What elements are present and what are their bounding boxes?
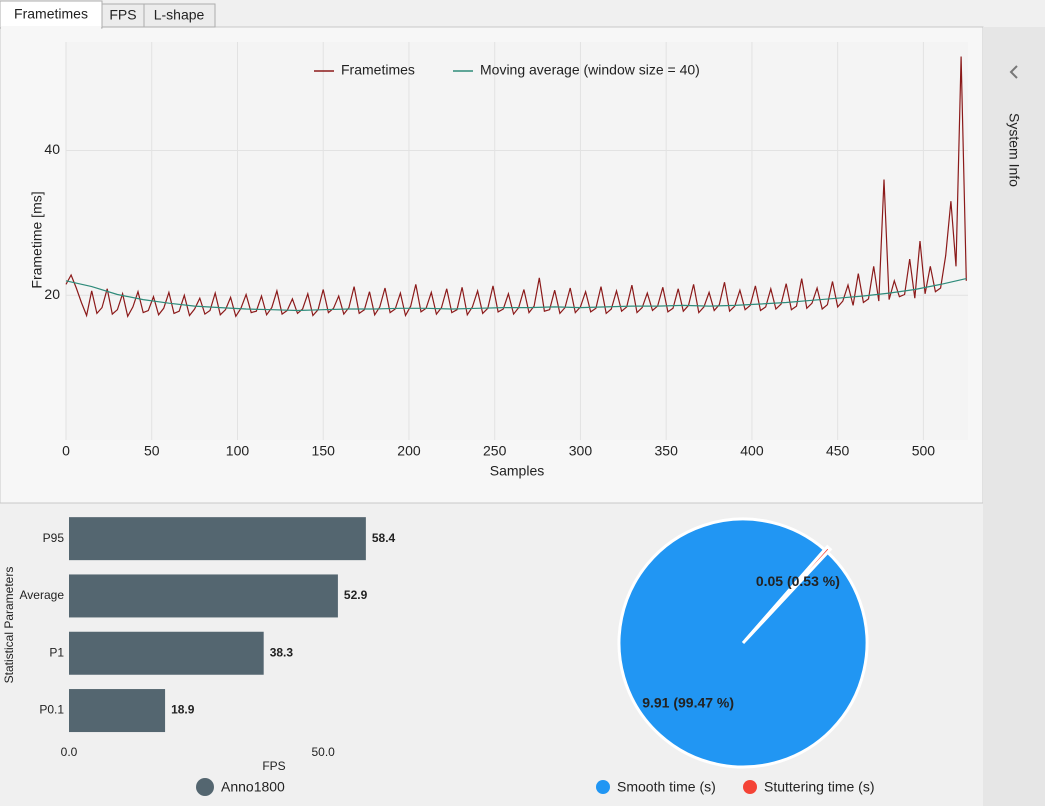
- x-tick-label: 200: [397, 443, 421, 459]
- x-tick-label: 350: [655, 443, 679, 459]
- series-line: [65, 56, 967, 318]
- y-axis-label: Frametime [ms]: [29, 191, 45, 288]
- x-tick-label: 450: [826, 443, 850, 459]
- legend-label: Frametimes: [341, 62, 415, 78]
- series-line: [65, 278, 967, 312]
- x-tick-label: 500: [912, 443, 936, 459]
- y-tick-label: 20: [44, 286, 60, 302]
- x-tick-label: 0.0: [61, 745, 78, 759]
- legend-swatch: [743, 780, 757, 794]
- bar: [69, 689, 166, 733]
- legend-label: Stuttering time (s): [764, 779, 874, 795]
- tab-label[interactable]: L-shape: [154, 7, 205, 23]
- sidebar[interactable]: [983, 27, 1045, 806]
- pie-slice: [744, 544, 833, 642]
- y-tick-label: P0.1: [39, 703, 64, 717]
- x-tick-label: 150: [312, 443, 336, 459]
- legend-label: Anno1800: [221, 779, 285, 795]
- x-tick-label: 300: [569, 443, 593, 459]
- pie-slice: [617, 517, 869, 769]
- legend-label: Moving average (window size = 40): [480, 62, 700, 78]
- bar: [69, 574, 338, 618]
- legend-swatch: [596, 780, 610, 794]
- y-axis-label: Statistical Parameters: [2, 567, 16, 684]
- sidebar-chevron[interactable]: [1009, 65, 1018, 79]
- tab-label[interactable]: Frametimes: [14, 6, 88, 22]
- x-tick-label: 0: [62, 443, 70, 459]
- x-tick-label: 50.0: [311, 745, 335, 759]
- data-label: 18.9: [171, 703, 195, 717]
- data-label: 58.4: [372, 531, 396, 545]
- x-axis-label: Samples: [490, 463, 544, 479]
- tab-label[interactable]: FPS: [109, 7, 136, 23]
- tab[interactable]: [143, 3, 216, 28]
- x-tick-label: 50: [144, 443, 160, 459]
- x-tick-label: 100: [226, 443, 250, 459]
- plot-area: [66, 42, 968, 440]
- x-tick-label: 400: [740, 443, 764, 459]
- legend-swatch: [196, 778, 214, 796]
- tab-joint: [1, 26, 101, 29]
- legend-label: Smooth time (s): [617, 779, 716, 795]
- data-label: 0.05 (0.53 %): [756, 573, 840, 589]
- y-tick-label: P95: [43, 531, 65, 545]
- data-label: 9.91 (99.47 %): [642, 694, 734, 710]
- x-axis-label: FPS: [262, 759, 285, 773]
- bar: [69, 631, 264, 675]
- tab-active[interactable]: [0, 0, 103, 29]
- data-label: 38.3: [270, 645, 294, 659]
- x-tick-label: 250: [483, 443, 507, 459]
- sidebar-title[interactable]: System Info: [1006, 113, 1022, 187]
- y-tick-label: 40: [44, 141, 60, 157]
- bar: [69, 517, 366, 561]
- y-tick-label: P1: [49, 645, 64, 659]
- y-tick-label: Average: [20, 588, 65, 602]
- data-label: 52.9: [344, 588, 368, 602]
